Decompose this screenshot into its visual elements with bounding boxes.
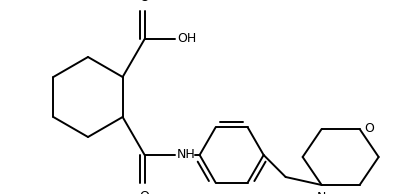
- Text: N: N: [317, 191, 326, 194]
- Text: NH: NH: [177, 148, 195, 161]
- Text: O: O: [364, 122, 375, 135]
- Text: O: O: [140, 190, 150, 194]
- Text: OH: OH: [178, 33, 197, 46]
- Text: O: O: [140, 0, 150, 4]
